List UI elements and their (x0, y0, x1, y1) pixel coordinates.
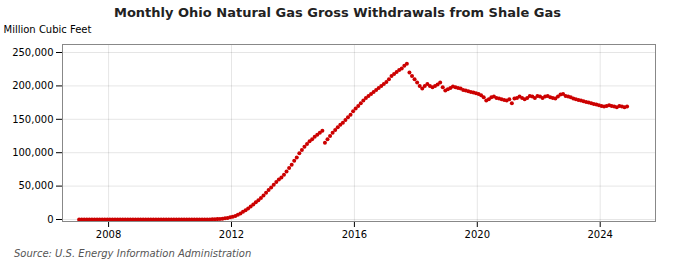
svg-text:250,000: 250,000 (12, 47, 53, 58)
svg-text:100,000: 100,000 (12, 147, 53, 158)
svg-text:2020: 2020 (465, 229, 490, 240)
svg-text:150,000: 150,000 (12, 114, 53, 125)
svg-text:200,000: 200,000 (12, 80, 53, 91)
svg-text:0: 0 (47, 214, 53, 225)
svg-text:Million Cubic Feet: Million Cubic Feet (4, 24, 92, 35)
svg-text:50,000: 50,000 (19, 180, 54, 191)
html-text:Source: U.S. Energy Informatio: Source: U.S. Energy Information Administ… (14, 248, 252, 259)
svg-text:2016: 2016 (342, 229, 367, 240)
svg-text:2024: 2024 (587, 229, 612, 240)
html-text:Monthly Ohio Natural Gas Gross: Monthly Ohio Natural Gas Gross Withdrawa… (114, 5, 561, 20)
svg-text:2012: 2012 (219, 229, 244, 240)
svg-text:2008: 2008 (96, 229, 121, 240)
